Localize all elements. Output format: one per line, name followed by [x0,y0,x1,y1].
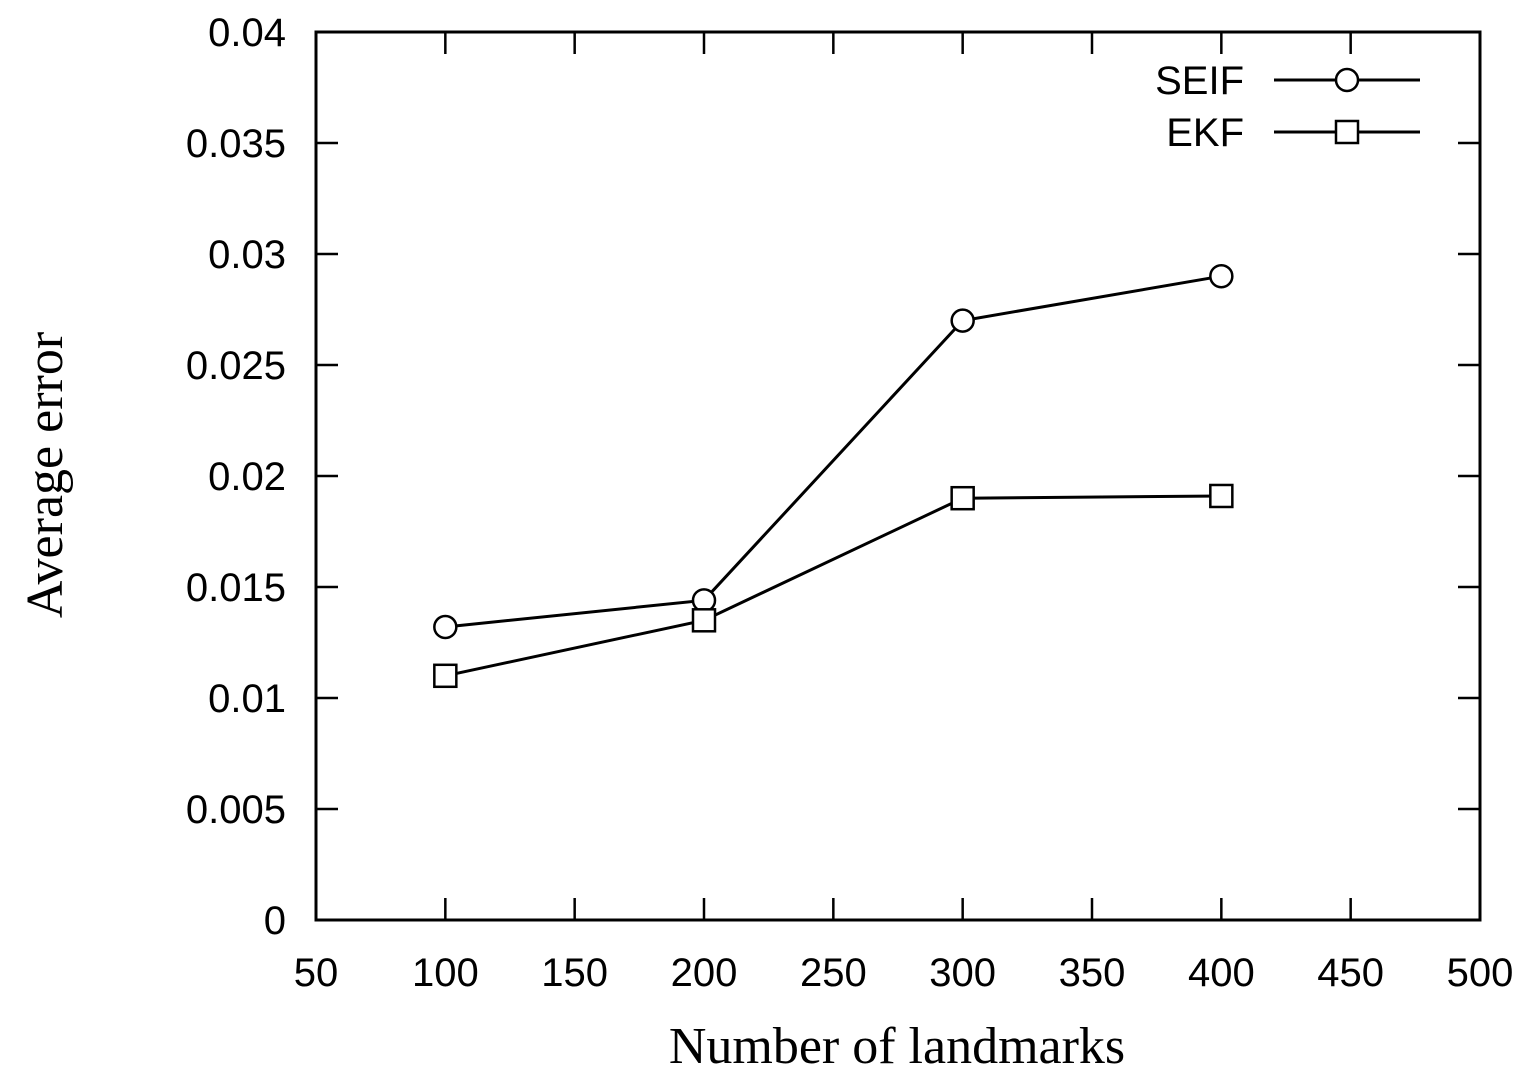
ekf-data-point [433,663,458,689]
x-tick-label: 500 [1447,951,1514,995]
seif-data-point [1209,263,1234,289]
y-axis-title: Average error [17,332,74,618]
y-tick-label: 0.015 [186,566,286,610]
x-tick-label: 400 [1188,951,1255,995]
legend: SEIF EKF [1155,59,1420,155]
x-tick-label: 350 [1059,951,1126,995]
seif-data-point [691,588,717,613]
y-tick-label: 0.005 [186,788,286,832]
x-tick-label: 300 [929,951,996,995]
ekf-data-point [1209,483,1234,509]
y-tick-label: 0.02 [208,455,286,499]
seif-data-point [950,308,975,333]
legend-marker-ekf [1334,119,1360,145]
x-tick-label: 50 [294,951,339,995]
x-axis-ticks: 50 100 150 200 250 300 350 400 450 500 [294,32,1514,995]
y-axis-ticks: 0 0.005 0.01 0.015 0.02 0.025 0.03 0.035 0.04 [186,11,1480,943]
series-layer [433,263,1234,689]
ekf-series-line [445,494,1222,678]
x-tick-label: 100 [412,951,479,995]
x-tick-label: 450 [1317,951,1384,995]
legend-marker-seif [1334,67,1360,93]
legend-label-seif: SEIF [1155,59,1244,103]
seif-data-point [433,614,458,640]
ekf-data-point [691,608,717,633]
ekf-data-point [950,485,975,511]
legend-label-ekf: EKF [1166,111,1244,155]
y-tick-label: 0 [264,899,286,943]
x-tick-label: 250 [800,951,867,995]
plot-frame [314,30,1482,922]
y-tick-label: 0.03 [208,233,286,277]
x-axis-title: Number of landmarks [669,1018,1125,1071]
y-tick-label: 0.01 [208,677,286,721]
plot-area [314,30,1482,922]
y-tick-label: 0.04 [208,11,286,55]
y-tick-label: 0.025 [186,344,286,388]
y-tick-label: 0.035 [186,122,286,166]
x-tick-label: 150 [541,951,608,995]
seif-series-line [445,274,1222,629]
x-tick-label: 200 [671,951,738,995]
